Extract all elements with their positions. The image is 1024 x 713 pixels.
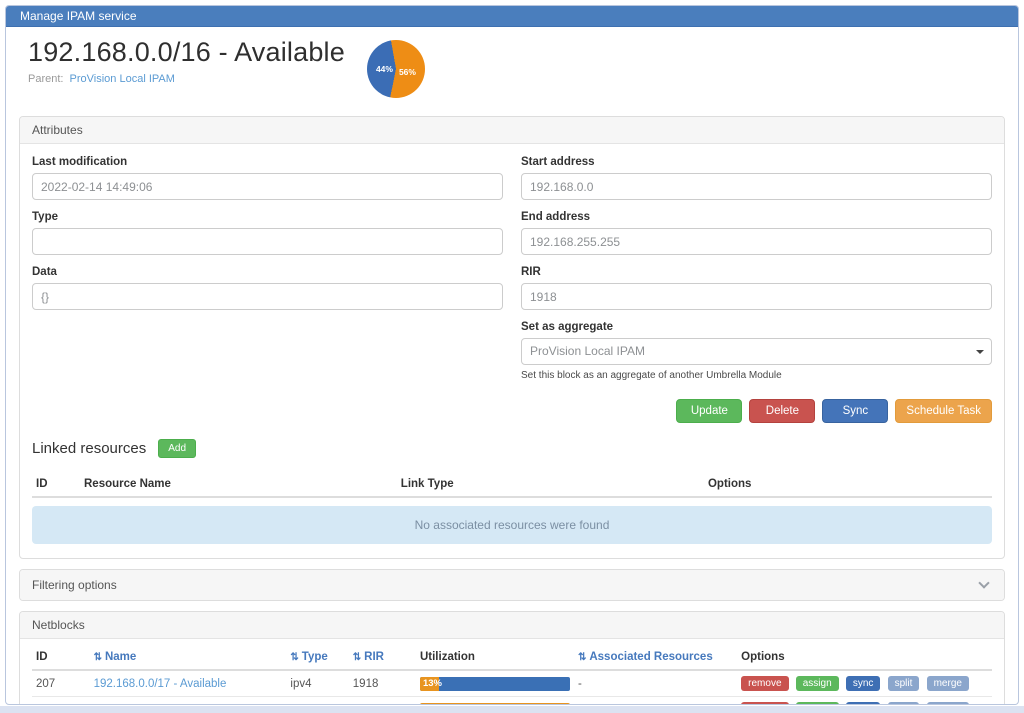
- filtering-options-toggle[interactable]: Filtering options: [20, 570, 1004, 600]
- window-title-bar: Manage IPAM service: [6, 6, 1018, 27]
- linked-col-options: Options: [704, 472, 992, 497]
- assign-button[interactable]: assign: [796, 702, 839, 705]
- aggregate-selected-value: ProVision Local IPAM: [530, 344, 645, 358]
- netblock-id: 207: [32, 670, 90, 697]
- type-input[interactable]: [32, 228, 503, 255]
- manage-ipam-window: Manage IPAM service 192.168.0.0/16 - Ava…: [5, 5, 1019, 705]
- attributes-panel: Attributes Last modification Type Da: [19, 116, 1005, 559]
- linked-col-id: ID: [32, 472, 80, 497]
- filtering-options-label: Filtering options: [32, 578, 117, 592]
- netblocks-col-utilization: Utilization: [416, 645, 574, 670]
- netblocks-table: ID ⇅Name ⇅Type ⇅RIR Utilization ⇅Associa…: [32, 645, 992, 705]
- set-as-aggregate-label: Set as aggregate: [521, 321, 992, 333]
- attributes-panel-header: Attributes: [20, 117, 1004, 144]
- sort-icon: ⇅: [94, 652, 102, 663]
- merge-button[interactable]: merge: [927, 676, 969, 691]
- schedule-task-button[interactable]: Schedule Task: [895, 399, 992, 423]
- netblock-name-link[interactable]: 192.168.0.0/17 - Available: [94, 678, 227, 690]
- sort-icon: ⇅: [578, 652, 586, 663]
- split-button[interactable]: split: [888, 676, 920, 691]
- window-title: Manage IPAM service: [20, 9, 137, 23]
- sync-row-button[interactable]: sync: [846, 676, 881, 691]
- netblock-row: 207 192.168.0.0/17 - Available ipv4 1918…: [32, 670, 992, 697]
- netblocks-col-type[interactable]: ⇅Type: [286, 645, 348, 670]
- netblocks-col-name[interactable]: ⇅Name: [90, 645, 287, 670]
- chevron-down-icon: [976, 350, 984, 354]
- merge-button[interactable]: merge: [927, 702, 969, 705]
- netblock-type: ipv4: [286, 670, 348, 697]
- sync-button[interactable]: Sync: [822, 399, 888, 423]
- breadcrumb: Parent: ProVision Local IPAM: [28, 73, 345, 85]
- netblock-rir: 1918: [349, 670, 416, 697]
- linked-resources-table: ID Resource Name Link Type Options: [32, 472, 992, 498]
- sort-icon: ⇅: [353, 652, 361, 663]
- netblocks-panel: Netblocks ID ⇅Name ⇅Type ⇅RIR Utilizatio…: [19, 611, 1005, 705]
- start-address-input[interactable]: [521, 173, 992, 200]
- data-label: Data: [32, 266, 503, 278]
- type-label: Type: [32, 211, 503, 223]
- end-address-input[interactable]: [521, 228, 992, 255]
- utilization-pie-chart: 44% 56%: [367, 40, 425, 98]
- update-button[interactable]: Update: [676, 399, 742, 423]
- sync-row-button[interactable]: sync: [846, 702, 881, 705]
- linked-col-resource-name: Resource Name: [80, 472, 397, 497]
- no-resources-message: No associated resources were found: [32, 506, 992, 544]
- filtering-options-panel: Filtering options: [19, 569, 1005, 601]
- rir-label: RIR: [521, 266, 992, 278]
- utilization-fill: 13%: [420, 677, 440, 691]
- aggregate-help-text: Set this block as an aggregate of anothe…: [521, 370, 992, 381]
- pie-slice-label-free: 44%: [376, 64, 393, 74]
- split-button[interactable]: split: [888, 702, 920, 705]
- netblocks-col-rir[interactable]: ⇅RIR: [349, 645, 416, 670]
- window-bottom-edge: [0, 706, 1024, 713]
- netblocks-col-id: ID: [32, 645, 90, 670]
- netblock-row: 214 192.168.128.0/17 - Department A ipv4…: [32, 697, 992, 706]
- chevron-down-icon: [978, 577, 989, 588]
- utilization-bar: 100%: [420, 703, 570, 706]
- netblock-rir: 1918: [349, 697, 416, 706]
- pie-slice-label-used: 56%: [399, 67, 416, 77]
- rir-input[interactable]: [521, 283, 992, 310]
- start-address-label: Start address: [521, 156, 992, 168]
- netblock-associated: -: [574, 697, 737, 706]
- page-title: 192.168.0.0/16 - Available: [28, 37, 345, 68]
- sort-icon: ⇅: [290, 652, 298, 663]
- aggregate-select[interactable]: ProVision Local IPAM: [521, 338, 992, 365]
- data-input[interactable]: [32, 283, 503, 310]
- block-summary: 192.168.0.0/16 - Available Parent: ProVi…: [18, 35, 1006, 104]
- end-address-label: End address: [521, 211, 992, 223]
- linked-resources-heading: Linked resources: [32, 440, 146, 457]
- netblock-type: ipv4: [286, 697, 348, 706]
- add-linked-resource-button[interactable]: Add: [158, 439, 196, 458]
- assign-button[interactable]: assign: [796, 676, 839, 691]
- utilization-fill: 100%: [420, 703, 570, 706]
- parent-label: Parent:: [28, 73, 63, 85]
- remove-button[interactable]: remove: [741, 676, 788, 691]
- parent-link[interactable]: ProVision Local IPAM: [70, 73, 175, 85]
- netblock-associated: -: [574, 670, 737, 697]
- netblock-name-link[interactable]: 192.168.128.0/17 - Department A: [94, 704, 264, 706]
- netblocks-col-options: Options: [737, 645, 992, 670]
- last-modification-label: Last modification: [32, 156, 503, 168]
- linked-col-link-type: Link Type: [397, 472, 704, 497]
- last-modification-input[interactable]: [32, 173, 503, 200]
- remove-button[interactable]: remove: [741, 702, 788, 705]
- delete-button[interactable]: Delete: [749, 399, 815, 423]
- utilization-bar: 13%: [420, 677, 570, 691]
- netblock-id: 214: [32, 697, 90, 706]
- netblocks-panel-header: Netblocks: [20, 612, 1004, 639]
- netblocks-col-associated[interactable]: ⇅Associated Resources: [574, 645, 737, 670]
